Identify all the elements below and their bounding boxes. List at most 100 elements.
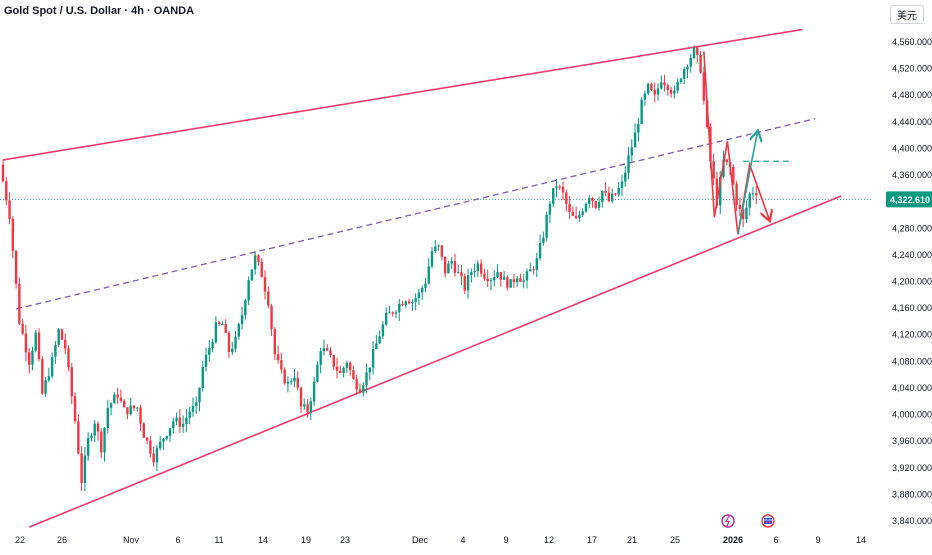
x-tick-label: 21	[627, 535, 637, 545]
candle-body	[440, 245, 444, 257]
candle-body	[457, 272, 460, 274]
candle-body	[47, 376, 51, 381]
candle-body	[588, 197, 591, 204]
candle-body	[538, 242, 542, 259]
candle-body	[571, 211, 575, 216]
candle-body	[116, 394, 119, 398]
candle-body	[270, 305, 273, 330]
candle-body	[224, 323, 227, 333]
candle-body	[86, 438, 90, 456]
candle-body	[335, 366, 339, 371]
candle-body	[522, 280, 525, 282]
candle-body	[90, 435, 93, 439]
candle-body	[509, 279, 512, 288]
candle-body	[263, 277, 267, 292]
candle-body	[332, 355, 335, 367]
candle-body	[738, 204, 742, 209]
candle-body	[692, 47, 696, 58]
candle-body	[637, 123, 640, 133]
candle-body	[96, 423, 100, 432]
projection-drawings[interactable]	[703, 51, 770, 235]
symbol-title[interactable]: Gold Spot / U.S. Dollar · 4h · OANDA	[4, 5, 195, 17]
candle-body	[679, 78, 683, 83]
time-axis[interactable]: 22 26 Nov 6 11 14 19 23 Dec 4 9 12 17 21 25 2026 6 9 14	[15, 535, 866, 545]
candle-body	[368, 367, 371, 373]
candle-body	[185, 417, 188, 425]
candle-body	[574, 215, 578, 219]
candle-body	[532, 269, 535, 271]
event-icons[interactable]	[721, 514, 775, 528]
y-tick-label: 4,560.000	[892, 37, 932, 47]
candle-body	[103, 427, 106, 453]
candle-body	[240, 315, 244, 325]
candle-body	[299, 387, 303, 407]
candle-body	[601, 191, 604, 203]
candle-body	[421, 288, 424, 293]
candle-body	[663, 82, 666, 86]
candle-body	[660, 82, 663, 89]
candle-body	[627, 155, 630, 173]
candle-body	[73, 396, 77, 422]
candle-body	[109, 403, 113, 408]
y-tick-label: 4,440.000	[892, 117, 932, 127]
candle-body	[391, 312, 394, 314]
candle-body	[414, 298, 417, 302]
candle-body	[162, 438, 165, 442]
candle-body	[14, 250, 18, 284]
candle-body	[483, 273, 486, 279]
candle-body	[732, 167, 735, 184]
candle-body	[11, 218, 15, 251]
x-tick-label: Dec	[412, 535, 429, 545]
candle-body	[267, 291, 270, 306]
candle-body	[591, 197, 594, 202]
candle-body	[208, 348, 211, 355]
candle-body	[83, 455, 87, 483]
candle-body	[666, 85, 670, 90]
price-axis[interactable]: 3,840.000 3,880.000 3,920.000 3,960.000 4,00…	[892, 37, 932, 526]
candle-body	[41, 359, 44, 394]
candle-body	[280, 360, 283, 370]
candle-body	[276, 354, 280, 361]
x-tick-label: 25	[670, 535, 680, 545]
candle-body	[489, 280, 493, 282]
candle-body	[702, 72, 706, 101]
candle-body	[384, 312, 388, 325]
candle-body	[8, 200, 11, 219]
candle-body	[745, 207, 748, 220]
candle-body	[417, 292, 421, 299]
candle-body	[106, 407, 109, 428]
candle-body	[50, 356, 54, 377]
candle-body	[273, 329, 277, 355]
candle-body	[430, 251, 434, 267]
candle-body	[188, 411, 191, 418]
candle-body	[119, 397, 123, 401]
candle-body	[201, 366, 204, 389]
candle-body	[126, 407, 129, 415]
candle-body	[401, 303, 404, 306]
candle-body	[604, 191, 607, 193]
candle-body	[394, 312, 398, 314]
y-tick-label: 4,160.000	[892, 303, 932, 313]
candle-body	[447, 263, 450, 274]
candle-body	[640, 99, 643, 124]
candle-body	[614, 193, 617, 195]
candle-body	[686, 66, 689, 70]
candle-body	[506, 277, 509, 288]
current-price-badge	[886, 191, 932, 208]
candle-body	[149, 440, 152, 454]
candle-body	[725, 159, 728, 162]
candle-body	[676, 82, 679, 91]
candle-body	[375, 343, 378, 350]
x-tick-label: 2026	[723, 535, 743, 545]
y-tick-label: 4,280.000	[892, 223, 932, 233]
candle-body	[5, 181, 8, 201]
drawing-lines[interactable]	[2, 28, 842, 528]
candle-body	[165, 436, 168, 439]
candle-body	[319, 351, 322, 365]
candle-body	[70, 367, 73, 397]
lightning-bolt-icon	[724, 515, 730, 527]
candle-body	[735, 183, 738, 205]
currency-button[interactable]: 美元	[890, 5, 924, 24]
